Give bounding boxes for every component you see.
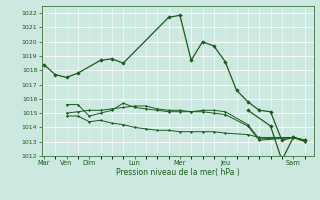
X-axis label: Pression niveau de la mer( hPa ): Pression niveau de la mer( hPa ) bbox=[116, 168, 239, 177]
